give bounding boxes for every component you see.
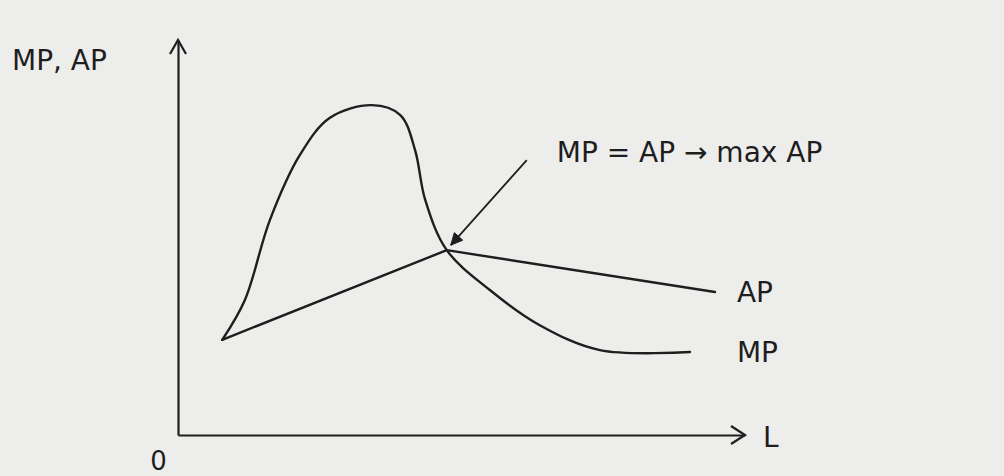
x-axis-line [179,434,746,436]
y-arrowhead [170,40,186,54]
series-label: AP [737,276,773,309]
line-ap [222,250,715,340]
y-axis-line [177,41,179,436]
x-axis: 0 [150,435,745,476]
annotation-arrowhead [451,233,463,245]
y-axis [178,41,179,436]
x-axis-title: L [763,421,779,454]
series-label: MP [737,336,778,369]
x-tick: 0 [150,435,178,476]
x-tick-label: 0 [150,446,167,476]
y-axis-title: MP, AP [12,44,107,77]
annotation: MP = AP → max AP [557,136,823,169]
annotation-arrow [451,160,527,245]
x-arrowhead [731,426,745,444]
chart: 0 MP, AP L AP MP MP = AP → max AP [0,0,1004,476]
